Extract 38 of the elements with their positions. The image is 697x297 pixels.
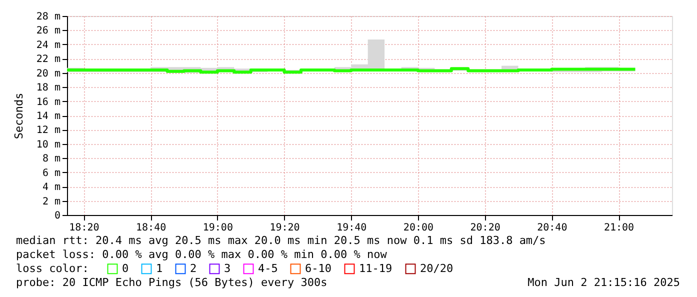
- legend-title: loss color:: [16, 262, 89, 275]
- legend-label: 0: [122, 262, 129, 275]
- legend-label: 2: [190, 262, 197, 275]
- x-tick-label: 21:00: [604, 222, 634, 234]
- legend-label: 4-5: [258, 262, 278, 275]
- y-tick-label: 22 m: [36, 54, 60, 66]
- x-tick-label: 19:00: [202, 222, 233, 234]
- x-tick-label: 20:20: [470, 222, 500, 234]
- y-tick-label: 10 m: [36, 139, 60, 150]
- y-tick-label: 14 m: [36, 111, 60, 122]
- y-tick-label: 18 m: [36, 82, 60, 94]
- y-tick-label: 26 m: [36, 26, 60, 37]
- x-tick-label: 18:40: [136, 222, 166, 234]
- y-tick-label: 24 m: [36, 40, 60, 51]
- y-tick-label: 20 m: [36, 68, 60, 80]
- legend-label: 20/20: [420, 262, 454, 275]
- y-tick-label: 12 m: [36, 125, 60, 136]
- legend-label: 11-19: [359, 262, 392, 275]
- y-tick-label: 0: [54, 210, 60, 222]
- y-tick-label: 4 m: [42, 182, 60, 194]
- x-tick-label: 19:40: [336, 222, 367, 234]
- y-tick-label: 2 m: [42, 196, 60, 208]
- text: probe: 20 ICMP Echo Pings (56 Bytes) every 300s: [16, 276, 328, 289]
- text: packet loss: 0.00 % avg 0.00 % max 0.00 % min 0.00 % now: [16, 248, 388, 261]
- legend-label: 6-10: [305, 262, 332, 275]
- y-tick-label: 28 m: [36, 12, 60, 22]
- x-tick-label: 18:20: [69, 222, 100, 234]
- x-tick-label: 20:00: [403, 222, 434, 234]
- y-tick-label: 16 m: [36, 96, 60, 108]
- text: median rtt: 20.4 ms avg 20.5 ms max 20.0 ms min 20.5 ms now 0.1 ms sd 183.8 am/s: [16, 234, 546, 247]
- y-tick-label: 8 m: [42, 154, 60, 165]
- x-tick-label: 20:40: [537, 222, 568, 234]
- y-axis-title: Seconds: [12, 92, 26, 140]
- legend-label: 3: [224, 262, 231, 275]
- legend-label: 1: [156, 262, 163, 275]
- x-tick-label: 19:20: [270, 222, 300, 234]
- y-tick-label: 6 m: [42, 168, 60, 179]
- text: Mon Jun 2 21:15:16 2025: [528, 276, 680, 289]
